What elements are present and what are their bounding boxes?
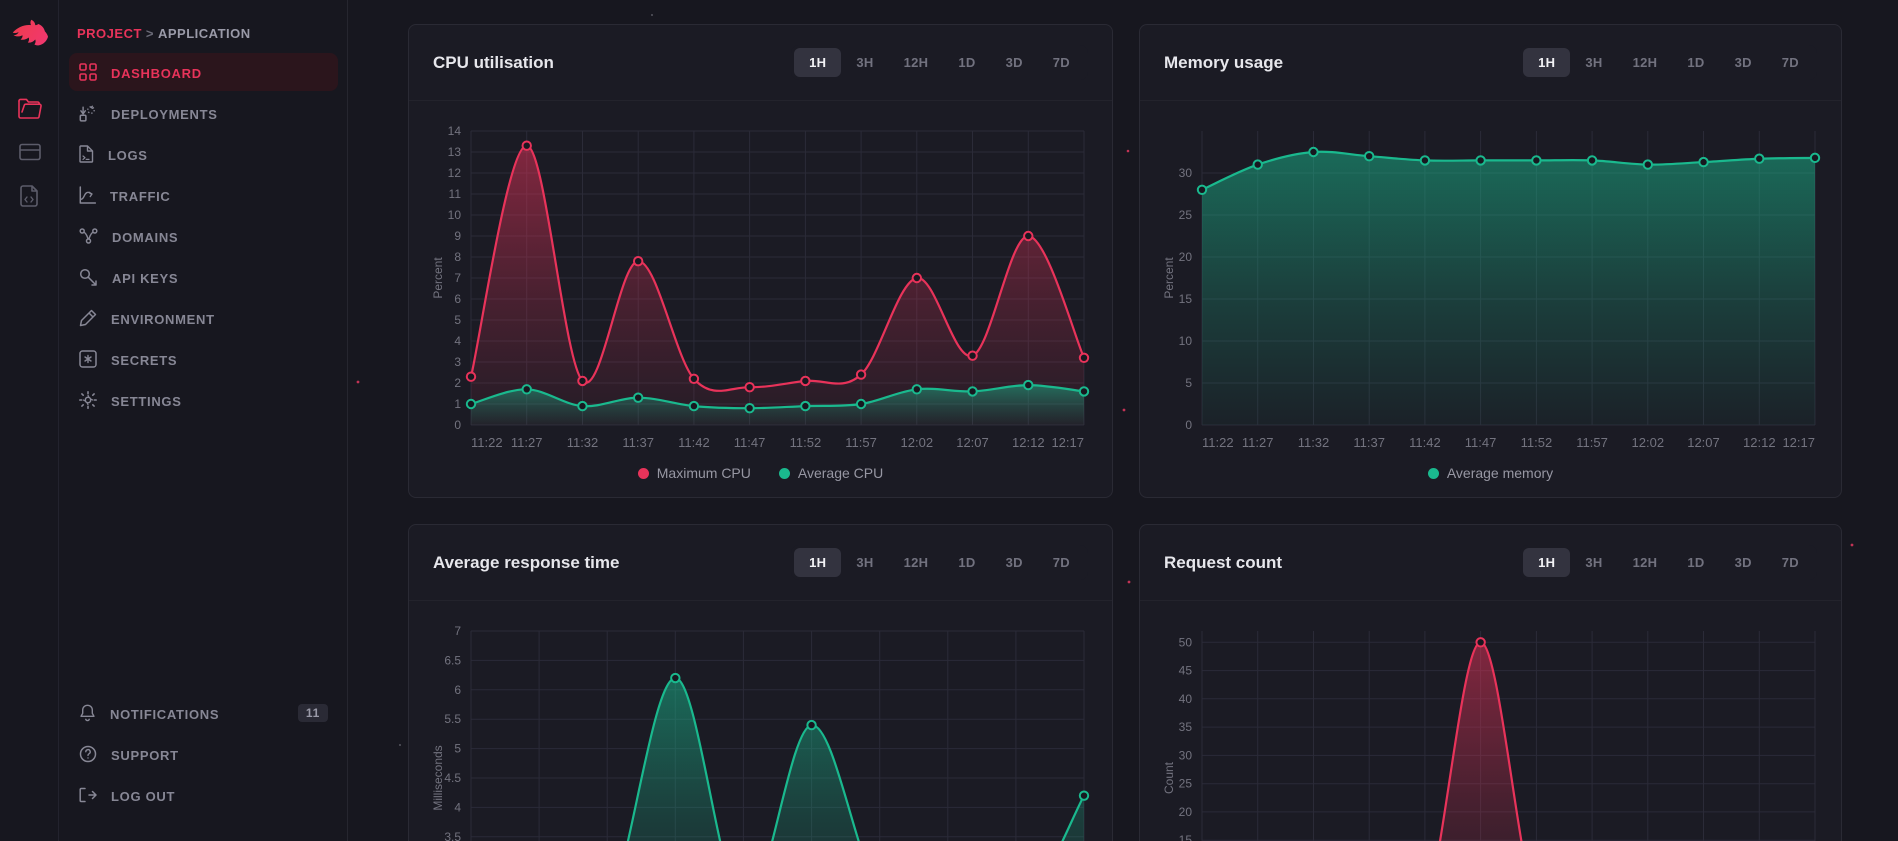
svg-text:11:32: 11:32 [1298, 435, 1330, 450]
svg-text:5: 5 [1185, 376, 1192, 390]
svg-text:5: 5 [454, 742, 461, 756]
svg-text:30: 30 [1179, 748, 1193, 762]
svg-text:11: 11 [449, 187, 462, 201]
svg-text:10: 10 [448, 208, 462, 222]
svg-text:1: 1 [454, 397, 461, 411]
svg-text:11:22: 11:22 [471, 435, 503, 450]
svg-text:7: 7 [454, 624, 461, 638]
svg-text:5: 5 [454, 313, 461, 327]
svg-text:45: 45 [1179, 664, 1193, 678]
svg-text:15: 15 [1179, 833, 1193, 841]
svg-text:12:07: 12:07 [1687, 435, 1720, 450]
svg-text:12:17: 12:17 [1782, 435, 1815, 450]
svg-text:0: 0 [1185, 418, 1192, 432]
svg-text:Percent: Percent [431, 257, 445, 299]
svg-text:2: 2 [454, 376, 461, 390]
svg-text:5.5: 5.5 [444, 712, 461, 726]
svg-text:4.5: 4.5 [444, 771, 461, 785]
svg-text:0: 0 [454, 418, 461, 432]
svg-text:11:52: 11:52 [790, 435, 822, 450]
svg-text:12:17: 12:17 [1051, 435, 1084, 450]
svg-text:3: 3 [454, 355, 461, 369]
svg-text:40: 40 [1179, 692, 1193, 706]
svg-text:Milliseconds: Milliseconds [431, 745, 445, 810]
svg-text:12:02: 12:02 [1632, 435, 1665, 450]
svg-text:11:57: 11:57 [1576, 435, 1608, 450]
svg-text:11:37: 11:37 [1353, 435, 1385, 450]
svg-text:11:47: 11:47 [734, 435, 766, 450]
svg-text:4: 4 [454, 800, 461, 814]
svg-text:8: 8 [454, 250, 461, 264]
svg-text:10: 10 [1179, 334, 1193, 348]
svg-text:11:42: 11:42 [678, 435, 710, 450]
svg-text:11:52: 11:52 [1521, 435, 1553, 450]
svg-text:11:42: 11:42 [1409, 435, 1441, 450]
svg-text:30: 30 [1179, 166, 1193, 180]
svg-text:12:12: 12:12 [1012, 435, 1045, 450]
svg-text:15: 15 [1179, 292, 1193, 306]
svg-text:20: 20 [1179, 250, 1193, 264]
svg-text:Count: Count [1162, 761, 1176, 794]
svg-text:12:12: 12:12 [1743, 435, 1776, 450]
svg-text:12: 12 [448, 166, 462, 180]
svg-text:6.5: 6.5 [444, 653, 461, 667]
svg-text:9: 9 [454, 229, 461, 243]
svg-text:20: 20 [1179, 805, 1193, 819]
svg-text:25: 25 [1179, 208, 1193, 222]
svg-text:11:57: 11:57 [845, 435, 877, 450]
svg-text:11:27: 11:27 [1242, 435, 1274, 450]
svg-text:11:47: 11:47 [1465, 435, 1497, 450]
svg-text:11:22: 11:22 [1202, 435, 1234, 450]
svg-text:Percent: Percent [1162, 257, 1176, 299]
svg-text:4: 4 [454, 334, 461, 348]
svg-text:14: 14 [448, 124, 462, 138]
svg-text:11:37: 11:37 [622, 435, 654, 450]
svg-text:6: 6 [454, 292, 461, 306]
svg-text:12:07: 12:07 [956, 435, 989, 450]
svg-text:11:27: 11:27 [511, 435, 543, 450]
svg-text:7: 7 [454, 271, 461, 285]
svg-text:11:32: 11:32 [567, 435, 599, 450]
svg-text:3.5: 3.5 [444, 830, 461, 841]
svg-text:6: 6 [454, 683, 461, 697]
svg-text:12:02: 12:02 [901, 435, 934, 450]
svg-text:50: 50 [1179, 635, 1193, 649]
svg-text:25: 25 [1179, 777, 1193, 791]
svg-text:35: 35 [1179, 720, 1193, 734]
svg-text:13: 13 [448, 145, 462, 159]
